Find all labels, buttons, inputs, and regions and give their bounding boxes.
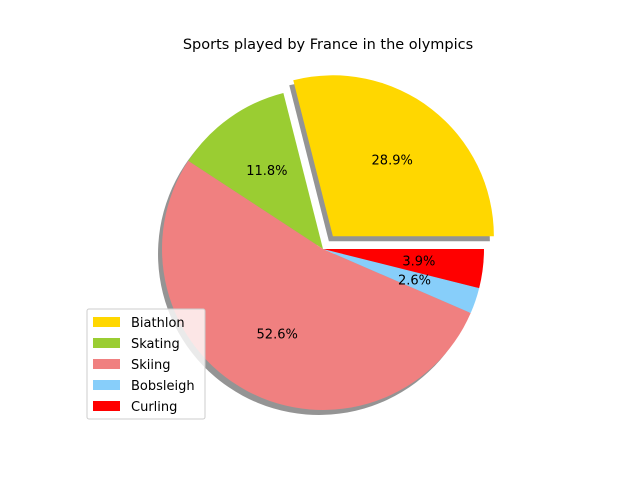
- legend: Biathlon Skating Skiing Bobsleigh Curling: [86, 308, 206, 420]
- legend-label-biathlon: Biathlon: [131, 316, 185, 331]
- legend-swatch-biathlon: [93, 317, 120, 327]
- pie-slice-biathlon: [293, 75, 494, 237]
- legend-label-bobsleigh: Bobsleigh: [131, 379, 195, 394]
- pie-label-skiing: 52.6%: [257, 328, 298, 343]
- legend-swatch-bobsleigh: [93, 380, 120, 390]
- chart-title: Sports played by France in the olympics: [183, 37, 473, 53]
- pie-slice-curling: [323, 249, 485, 289]
- pie-slice-layer: [162, 75, 494, 410]
- pie-label-curling: 3.9%: [402, 254, 435, 269]
- pie-slice-bobsleigh: [323, 249, 480, 314]
- pie-slice-skiing: [162, 160, 471, 410]
- pie-label-biathlon: 28.9%: [372, 154, 413, 169]
- legend-swatch-skiing: [93, 359, 120, 369]
- pie-label-skating: 11.8%: [246, 164, 287, 179]
- legend-label-skating: Skating: [131, 337, 180, 352]
- legend-frame: [86, 308, 206, 420]
- legend-label-skiing: Skiing: [131, 358, 171, 373]
- legend-swatch-curling: [93, 401, 120, 411]
- pie-label-bobsleigh: 2.6%: [398, 274, 431, 289]
- legend-label-curling: Curling: [131, 400, 177, 415]
- legend-swatch-skating: [93, 338, 120, 348]
- pie-slice-skating: [188, 92, 323, 249]
- pie-label-layer: 28.9% 11.8% 52.6% 2.6% 3.9%: [246, 154, 435, 343]
